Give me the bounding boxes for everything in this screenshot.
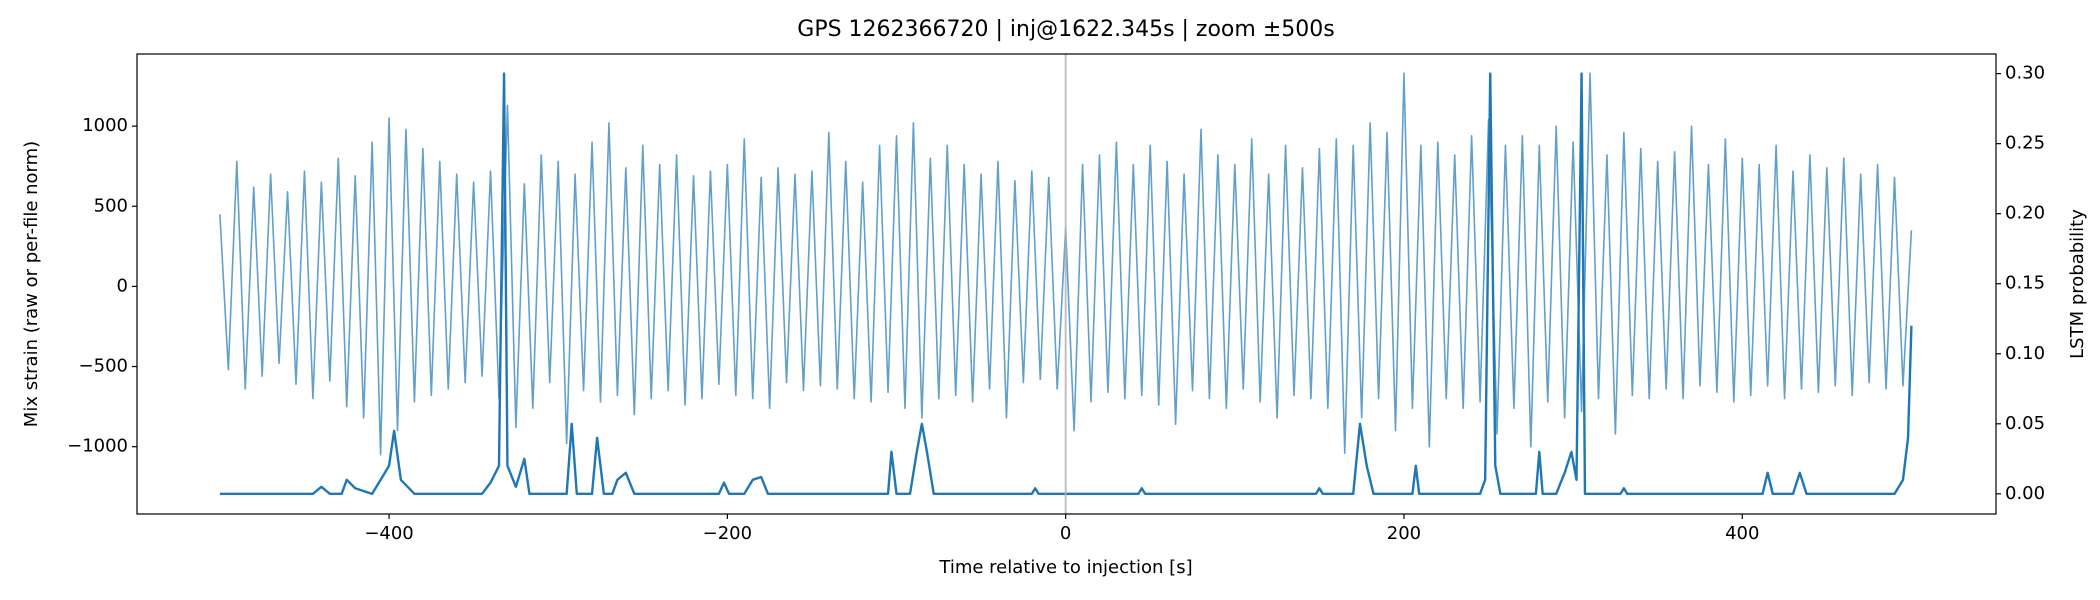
series-line [219, 72, 1913, 496]
chart-title: GPS 1262366720 | inj@1622.345s | zoom ±5… [797, 17, 1334, 42]
x-tick-label: −400 [364, 523, 413, 544]
x-tick-label: 0 [1060, 523, 1071, 544]
y-tick-label: 500 [94, 195, 128, 216]
y-tick-label: −500 [79, 356, 128, 377]
x-tick-label: 400 [1725, 523, 1759, 544]
y-axis-label: Mix strain (raw or per-file norm) [21, 141, 42, 427]
x-tick-label: −200 [703, 523, 752, 544]
plot-frame [136, 53, 1997, 515]
y2-tick-label: 0.20 [2005, 203, 2045, 224]
x-tick-label: 200 [1387, 523, 1421, 544]
y-tick-label: 0 [117, 275, 128, 296]
y2-axis-label: LSTM probability [2067, 209, 2088, 359]
y2-tick-label: 0.00 [2005, 483, 2045, 504]
y2-tick-label: 0.05 [2005, 413, 2045, 434]
y2-tick-label: 0.15 [2005, 273, 2045, 294]
y-tick-label: −1000 [67, 436, 128, 457]
y2-tick-label: 0.30 [2005, 63, 2045, 84]
y2-tick-label: 0.10 [2005, 343, 2045, 364]
y-tick-label: 1000 [82, 115, 128, 136]
y2-tick-label: 0.25 [2005, 133, 2045, 154]
x-axis-label: Time relative to injection [s] [938, 557, 1192, 578]
